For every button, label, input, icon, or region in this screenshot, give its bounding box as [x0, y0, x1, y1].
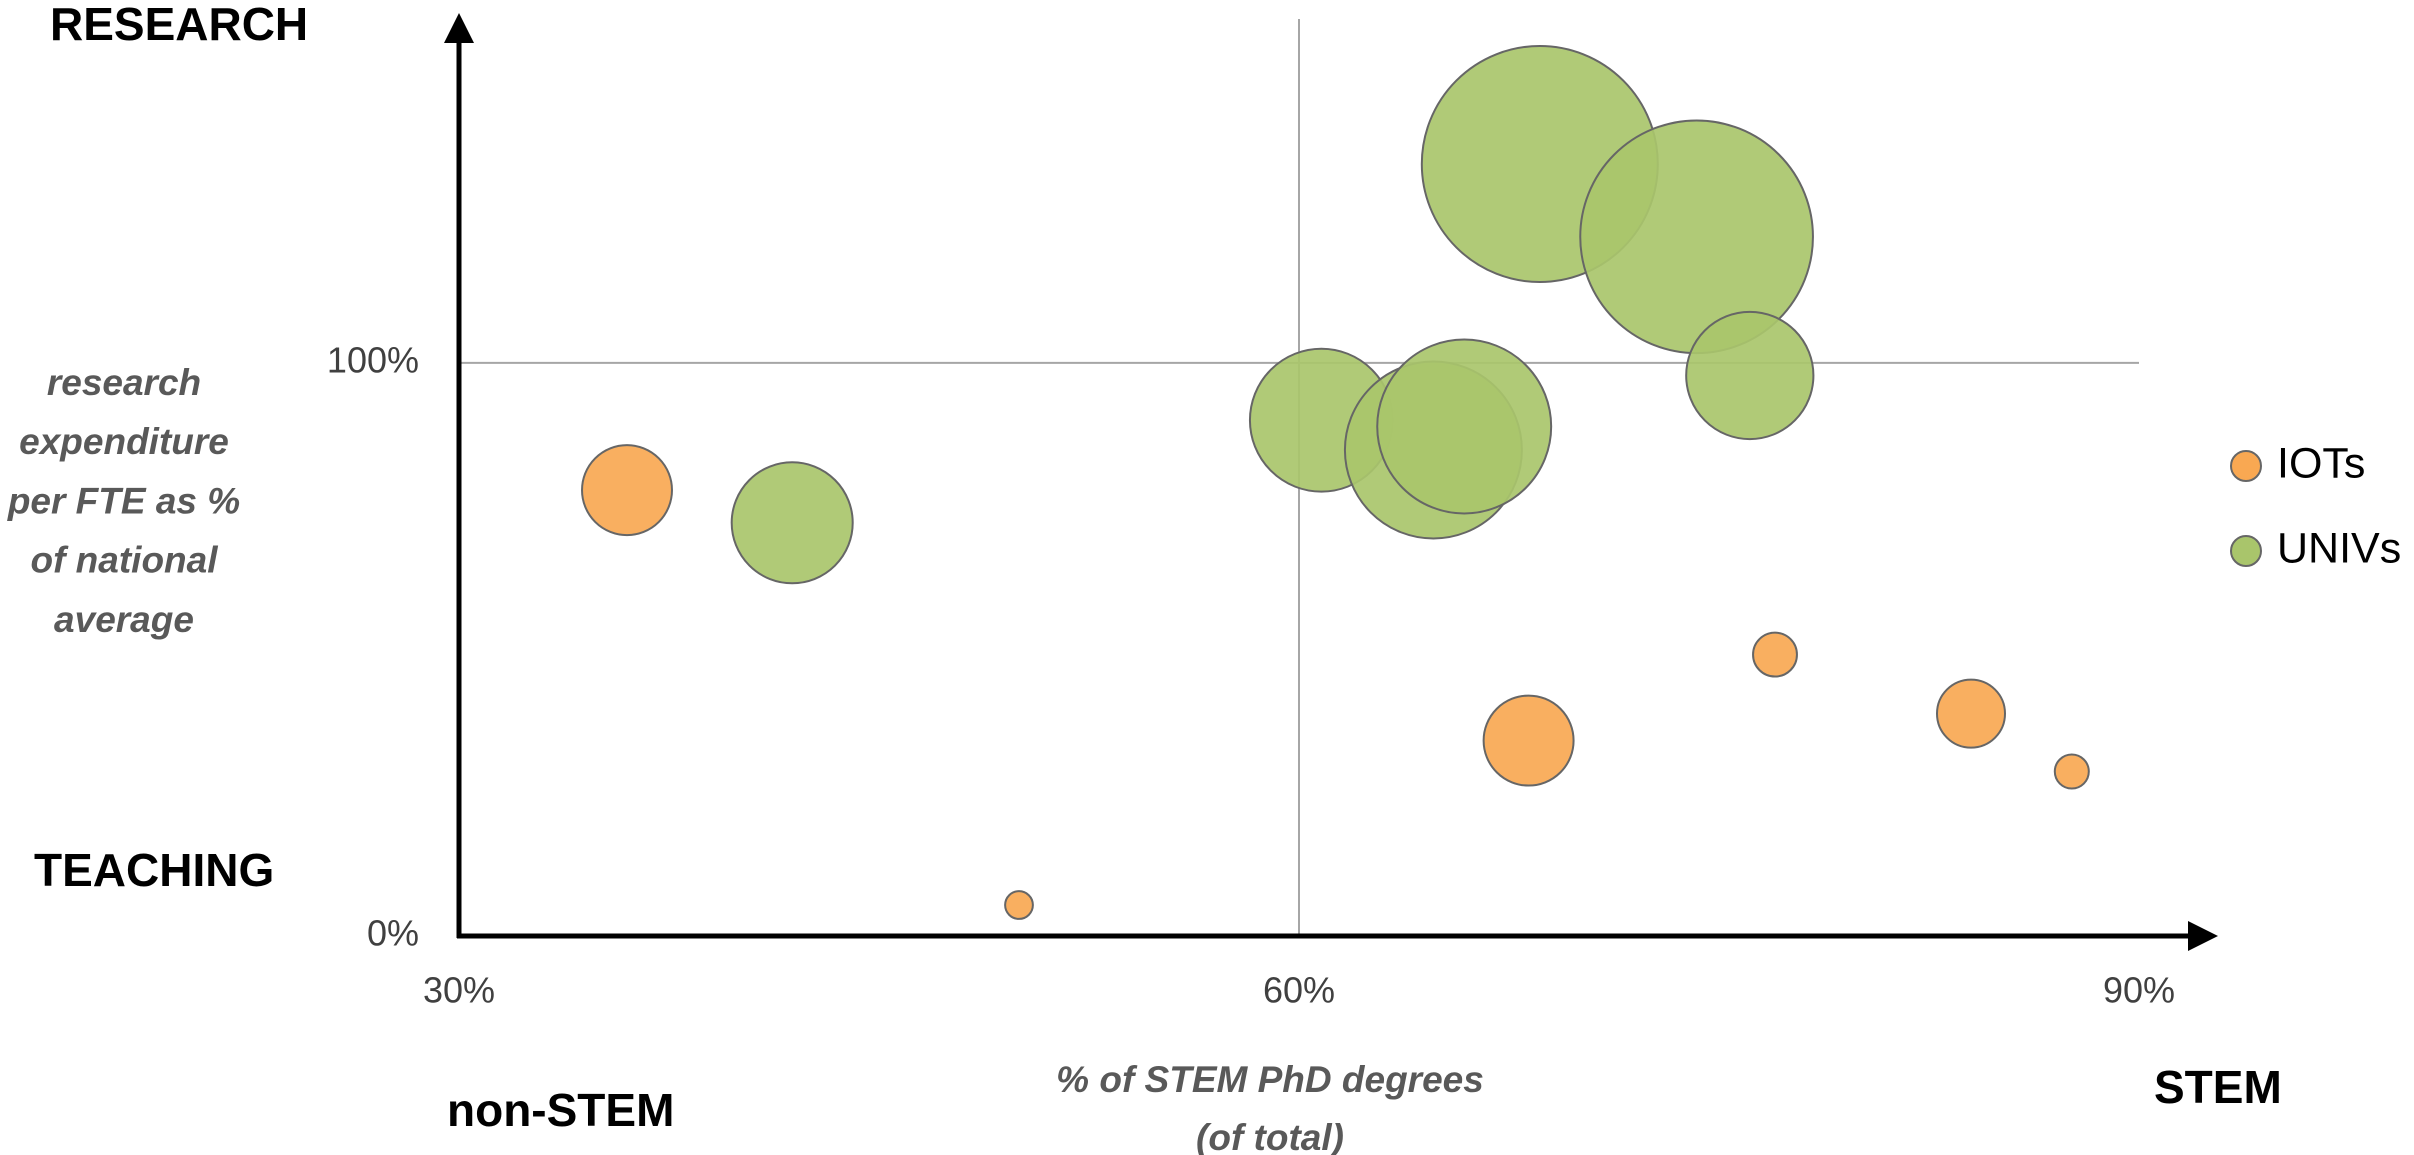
- bubble: [1935, 678, 2007, 749]
- legend-marker: [2230, 535, 2262, 567]
- x-tick-label: 60%: [1263, 970, 1335, 1011]
- corner-label: RESEARCH: [50, 0, 308, 50]
- y-axis-label: expenditure: [19, 421, 229, 462]
- legend-label: IOTs: [2277, 439, 2365, 487]
- corner-label: TEACHING: [34, 844, 274, 896]
- legend-marker: [2230, 450, 2262, 482]
- x-tick-label: 90%: [2103, 970, 2175, 1011]
- bubble: [1004, 890, 1034, 920]
- legend-label: UNIVs: [2277, 524, 2401, 572]
- bubble: [1752, 631, 1798, 678]
- x-axis-label: (of total): [1196, 1117, 1344, 1155]
- y-tick-label: 0%: [367, 913, 419, 954]
- y-axis-label: of national: [30, 540, 218, 581]
- bubble: [1376, 338, 1553, 515]
- bubble: [730, 461, 854, 585]
- x-axis-label: % of STEM PhD degrees: [1056, 1059, 1484, 1100]
- y-tick-label: 100%: [327, 339, 419, 380]
- y-axis-label: per FTE as %: [7, 480, 240, 521]
- y-axis-label: average: [54, 599, 194, 640]
- bubble: [581, 444, 673, 537]
- x-tick-label: 30%: [423, 970, 495, 1011]
- bubble: [1685, 310, 1815, 441]
- y-axis-label: research: [47, 362, 201, 403]
- bubble: [1482, 694, 1575, 787]
- corner-label: STEM: [2154, 1061, 2282, 1113]
- bubble: [2053, 753, 2090, 790]
- corner-label: non-STEM: [447, 1084, 674, 1136]
